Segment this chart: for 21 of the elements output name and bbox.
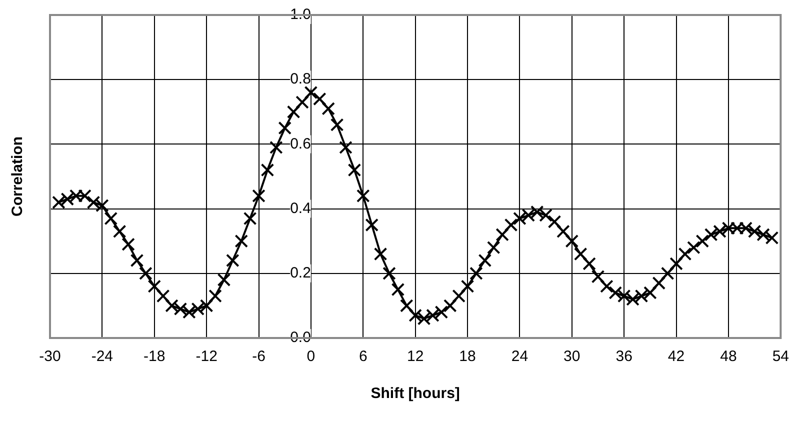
x-tick-label: 24 [511,348,528,366]
y-tick-label: 0.2 [290,264,311,282]
y-axis-title: Correlation [9,136,26,217]
x-tick-label: 6 [358,348,368,366]
x-tick-label: 54 [772,348,789,366]
y-tick-label: 0.8 [290,70,311,88]
x-tick-label: 0 [306,348,316,366]
x-tick-label: 30 [564,348,580,366]
x-tick-label: -12 [196,348,218,366]
x-tick-label: -6 [252,348,266,366]
x-tick-label: 48 [720,348,737,366]
x-tick-label: 36 [616,348,632,366]
x-tick-label: 42 [668,348,685,366]
x-tick-label: 12 [406,348,424,366]
y-tick-label: 0.6 [290,135,311,152]
x-tick-label: -18 [144,348,166,366]
y-tick-label: 0.4 [290,200,311,217]
x-axis-title: Shift [hours] [370,385,460,402]
x-tick-label: -24 [91,348,114,366]
x-tick-label: -30 [39,348,61,366]
x-tick-label: 18 [459,348,476,366]
